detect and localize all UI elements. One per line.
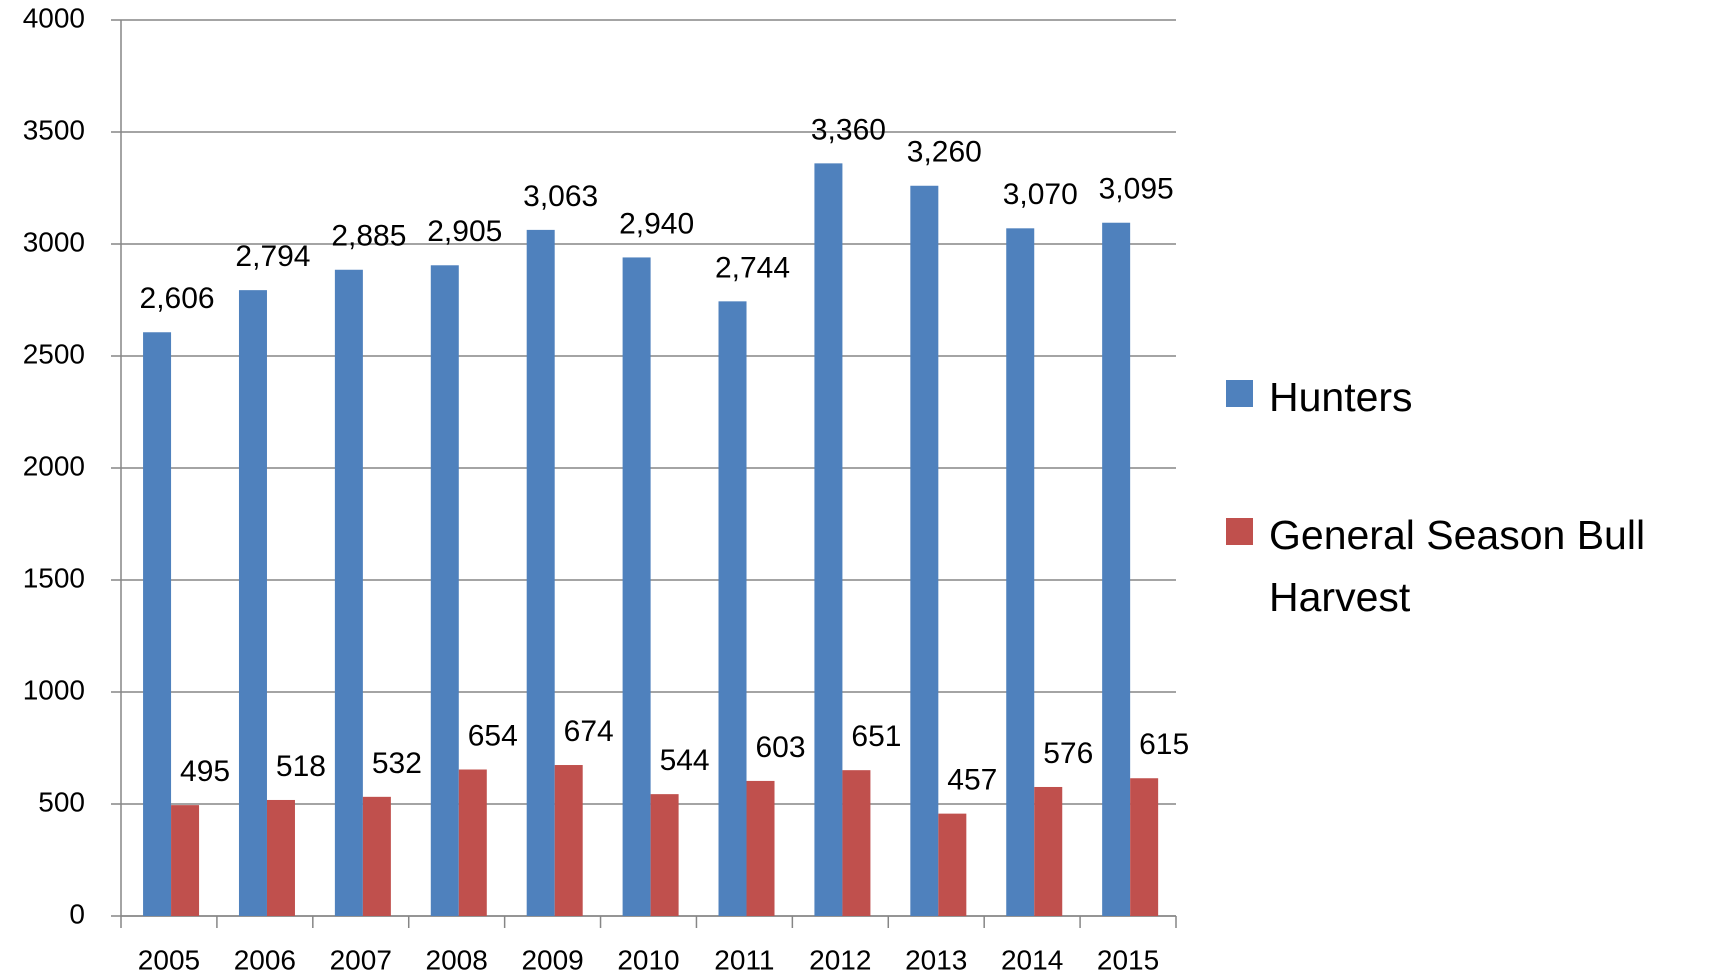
data-label: 2,794	[235, 240, 310, 273]
bar	[1006, 228, 1035, 916]
y-tick-label: 0	[69, 898, 85, 929]
bar	[650, 794, 679, 916]
bar	[1130, 778, 1159, 916]
x-tick-label: 2012	[809, 944, 871, 975]
bar	[1034, 786, 1063, 916]
bar	[718, 301, 747, 916]
data-label: 3,260	[907, 136, 982, 169]
data-label: 3,063	[523, 180, 598, 213]
data-label: 651	[851, 720, 901, 753]
bar	[526, 229, 555, 916]
bar	[238, 290, 267, 916]
y-tick-label: 2500	[23, 338, 85, 369]
x-tick-label: 2009	[521, 944, 583, 975]
bar	[842, 770, 871, 916]
data-label: 2,744	[715, 251, 790, 284]
x-tick-label: 2014	[1001, 944, 1063, 975]
bar	[910, 185, 939, 916]
data-label: 495	[180, 755, 230, 788]
x-tick-label: 2011	[714, 944, 774, 975]
x-tick-label: 2010	[617, 944, 679, 975]
data-label: 576	[1043, 737, 1093, 770]
x-tick-label: 2005	[138, 944, 200, 975]
y-tick-label: 1500	[23, 562, 85, 593]
y-tick-label: 1000	[23, 674, 85, 705]
legend-swatch	[1226, 518, 1253, 545]
x-tick-label: 2013	[905, 944, 967, 975]
bar	[622, 257, 651, 916]
data-label: 674	[564, 715, 614, 748]
legend-label: General Season Bull Harvest	[1269, 512, 1646, 620]
bar	[938, 813, 967, 916]
data-label: 2,606	[140, 282, 215, 315]
x-tick-label: 2015	[1097, 944, 1159, 975]
x-tick-label: 2006	[234, 944, 296, 975]
legend-swatch	[1226, 380, 1253, 407]
data-label: 3,360	[811, 113, 886, 146]
data-label: 532	[372, 747, 422, 780]
legend-item: General Season Bull Harvest	[1226, 504, 1669, 628]
data-label: 2,940	[619, 207, 694, 240]
data-label: 2,905	[427, 215, 502, 248]
y-tick-label: 3500	[23, 114, 85, 145]
bar	[362, 796, 391, 916]
data-label: 603	[755, 731, 805, 764]
y-tick-label: 500	[38, 786, 85, 817]
data-label: 3,070	[1003, 178, 1078, 211]
bar	[1102, 222, 1131, 917]
legend-item: Hunters	[1226, 366, 1669, 428]
legend-label: Hunters	[1269, 374, 1413, 420]
bar	[458, 769, 487, 916]
data-label: 544	[660, 744, 710, 777]
data-label: 654	[468, 719, 518, 752]
bar	[334, 269, 363, 916]
data-label: 518	[276, 750, 326, 783]
x-tick-label: 2007	[330, 944, 392, 975]
bar	[554, 765, 583, 916]
bar	[171, 805, 200, 916]
bar	[814, 163, 843, 917]
bar	[266, 799, 295, 916]
data-label: 3,095	[1099, 173, 1174, 206]
x-tick-label: 2008	[426, 944, 488, 975]
data-label: 457	[947, 764, 997, 797]
y-tick-label: 2000	[23, 450, 85, 481]
bar	[430, 265, 459, 916]
bar	[143, 332, 172, 917]
y-tick-label: 4000	[23, 2, 85, 33]
data-label: 2,885	[331, 220, 406, 253]
bar	[746, 780, 775, 916]
data-label: 615	[1139, 728, 1189, 761]
y-tick-label: 3000	[23, 226, 85, 257]
